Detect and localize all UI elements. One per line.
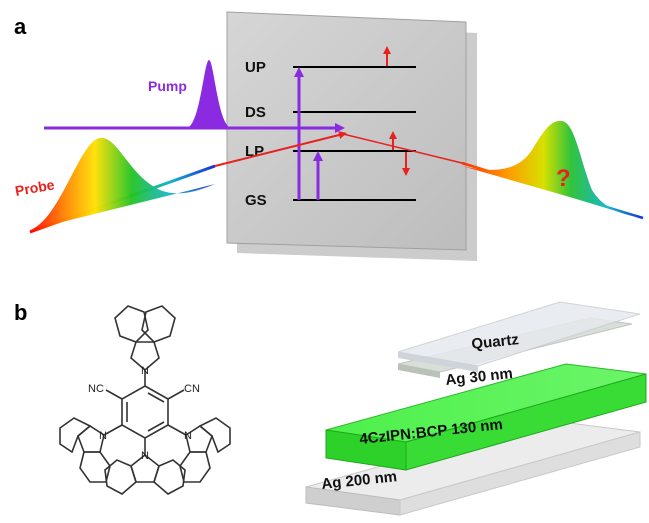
- probe-pulse-incoming: [30, 137, 215, 230]
- sample-screen: [226, 11, 477, 261]
- probe-label: Probe: [14, 176, 56, 199]
- n-left-label: N: [99, 430, 107, 442]
- layer-label-quartz: Quartz: [471, 331, 520, 353]
- level-up-label: UP: [245, 59, 266, 76]
- probe-pulse-outgoing: [462, 120, 643, 218]
- probe-beam-out-screen: [342, 133, 463, 164]
- level-gs-label: GS: [245, 192, 267, 209]
- panel-a-label: a: [14, 14, 27, 39]
- panel-b-label: b: [14, 300, 27, 325]
- question-mark: ?: [556, 165, 571, 192]
- carbazole-bottom: [104, 453, 186, 495]
- molecule-4czipn: [59, 305, 231, 495]
- n-right-label: N: [184, 430, 192, 442]
- pump-label: Pump: [148, 78, 187, 94]
- molecule-labels: NC CN N N N N: [88, 365, 200, 462]
- n-bottom-label: N: [141, 450, 149, 462]
- panel-b: b: [14, 300, 647, 516]
- device-stack: Quartz Ag 30 nm 4CzIPN:BCP 130 nm Ag 200…: [305, 301, 647, 516]
- pump-pulse: [186, 60, 232, 128]
- carbazole-top: [114, 305, 176, 372]
- level-ds-label: DS: [245, 104, 266, 121]
- layer-label-ag-30nm: Ag 30 nm: [445, 365, 514, 389]
- panel-a: a UP DS LP GS Pump: [14, 11, 644, 261]
- n-top-label: N: [141, 365, 149, 377]
- probe-beam-in-screen: [214, 131, 347, 167]
- carbazole-left: [59, 417, 111, 483]
- cn-right-label: CN: [184, 383, 200, 395]
- cn-left-label: NC: [88, 383, 104, 395]
- layer-quartz: [397, 301, 641, 372]
- layer-4czipn-bcp: [325, 363, 647, 471]
- central-benzene-ring: [121, 385, 169, 439]
- energy-levels: UP DS LP GS: [245, 59, 416, 209]
- carbazole-right: [179, 417, 231, 483]
